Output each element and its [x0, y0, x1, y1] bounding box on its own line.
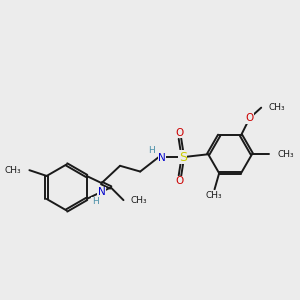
- Text: S: S: [179, 151, 187, 164]
- Text: CH₃: CH₃: [5, 166, 21, 175]
- Text: O: O: [176, 128, 184, 138]
- Text: CH₃: CH₃: [130, 196, 147, 205]
- Text: N: N: [98, 188, 106, 197]
- Text: CH₃: CH₃: [206, 190, 222, 200]
- Text: H: H: [92, 197, 99, 206]
- Text: H: H: [148, 146, 155, 155]
- Text: CH₃: CH₃: [268, 103, 285, 112]
- Text: CH₃: CH₃: [278, 150, 295, 159]
- Text: N: N: [158, 153, 166, 163]
- Text: O: O: [176, 176, 184, 186]
- Text: O: O: [246, 113, 254, 123]
